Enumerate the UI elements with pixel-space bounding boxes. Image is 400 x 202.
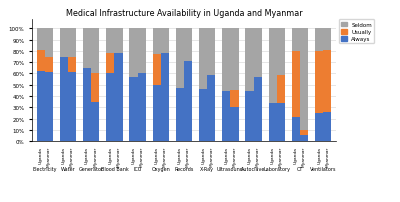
Bar <box>114 54 122 141</box>
Bar <box>60 57 68 141</box>
Legend: Seldom, Usually, Always: Seldom, Usually, Always <box>339 20 374 44</box>
Bar <box>68 29 76 57</box>
Text: Uganda: Uganda <box>62 146 66 163</box>
Bar <box>130 77 138 141</box>
Bar <box>222 92 230 141</box>
Bar <box>138 29 146 74</box>
Bar <box>176 89 184 141</box>
Bar <box>300 136 308 141</box>
Bar <box>184 29 192 62</box>
Bar <box>315 52 323 113</box>
Text: Myanmar: Myanmar <box>325 146 329 166</box>
Text: Myanmar: Myanmar <box>47 146 51 166</box>
Bar <box>68 57 76 73</box>
Bar <box>60 29 68 57</box>
Text: Myanmar: Myanmar <box>116 146 120 166</box>
Text: Uganda: Uganda <box>248 146 252 163</box>
Text: Myanmar: Myanmar <box>163 146 167 166</box>
Text: Uganda: Uganda <box>294 146 298 163</box>
Text: Uganda: Uganda <box>85 146 89 163</box>
Text: Myanmar: Myanmar <box>209 146 213 166</box>
Text: Uganda: Uganda <box>201 146 205 163</box>
Title: Medical Infrastructure Availability in Uganda and Myanmar: Medical Infrastructure Availability in U… <box>66 9 302 18</box>
Bar <box>91 102 99 141</box>
Bar <box>323 29 331 50</box>
Bar <box>300 130 308 136</box>
Text: Uganda: Uganda <box>271 146 275 163</box>
Bar <box>184 62 192 141</box>
Text: Uganda: Uganda <box>224 146 228 163</box>
Bar <box>153 85 161 141</box>
Bar <box>37 29 45 50</box>
Bar <box>153 29 161 55</box>
Bar <box>246 92 254 141</box>
Bar <box>106 74 114 141</box>
Bar <box>315 113 323 141</box>
Bar <box>130 29 138 77</box>
Bar <box>45 29 53 57</box>
Text: Uganda: Uganda <box>155 146 159 163</box>
Bar <box>292 118 300 141</box>
Text: Uganda: Uganda <box>132 146 136 163</box>
Bar <box>199 90 207 141</box>
Bar <box>161 29 169 54</box>
Bar <box>254 29 262 77</box>
Text: Uganda: Uganda <box>108 146 112 163</box>
Text: Uganda: Uganda <box>39 146 43 163</box>
Bar <box>277 75 285 103</box>
Bar <box>83 29 91 68</box>
Bar <box>230 91 238 108</box>
Text: Uganda: Uganda <box>317 146 321 163</box>
Bar <box>323 50 331 112</box>
Bar <box>277 103 285 141</box>
Text: Myanmar: Myanmar <box>186 146 190 166</box>
Bar <box>269 29 277 103</box>
Bar <box>161 54 169 141</box>
Bar <box>292 52 300 118</box>
Text: Myanmar: Myanmar <box>256 146 260 166</box>
Text: Myanmar: Myanmar <box>232 146 236 166</box>
Bar <box>199 29 207 90</box>
Bar <box>91 74 99 102</box>
Bar <box>83 68 91 141</box>
Bar <box>246 29 254 92</box>
Bar <box>300 29 308 130</box>
Bar <box>230 108 238 141</box>
Text: Myanmar: Myanmar <box>302 146 306 166</box>
Bar <box>45 73 53 141</box>
Bar <box>222 29 230 92</box>
Bar <box>91 29 99 74</box>
Bar <box>292 29 300 52</box>
Text: Myanmar: Myanmar <box>279 146 283 166</box>
Bar <box>315 29 323 52</box>
Bar <box>138 74 146 141</box>
Bar <box>153 55 161 85</box>
Bar <box>106 29 114 54</box>
Text: Uganda: Uganda <box>178 146 182 163</box>
Bar <box>277 29 285 75</box>
Bar <box>37 72 45 141</box>
Bar <box>45 57 53 73</box>
Bar <box>68 73 76 141</box>
Bar <box>176 29 184 89</box>
Bar <box>37 50 45 72</box>
Text: Myanmar: Myanmar <box>70 146 74 166</box>
Bar <box>323 112 331 141</box>
Bar <box>114 29 122 54</box>
Bar <box>106 54 114 74</box>
Bar <box>269 103 277 141</box>
Bar <box>207 29 215 75</box>
Bar <box>230 29 238 91</box>
Text: Myanmar: Myanmar <box>93 146 97 166</box>
Bar <box>207 75 215 141</box>
Bar <box>254 77 262 141</box>
Text: Myanmar: Myanmar <box>140 146 144 166</box>
